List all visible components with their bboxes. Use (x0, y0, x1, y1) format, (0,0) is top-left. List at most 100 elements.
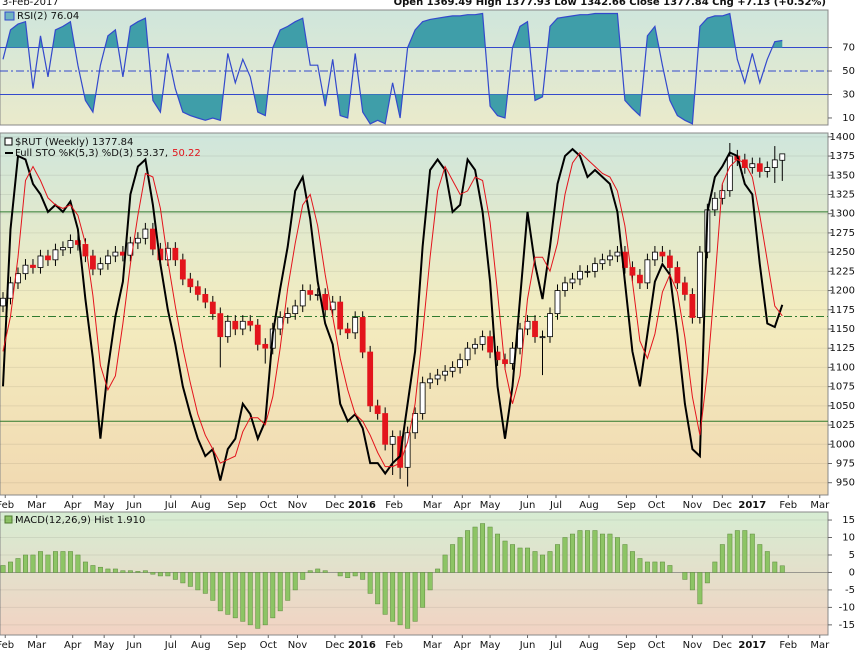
candle-body (67, 240, 74, 248)
hist-bar (345, 572, 351, 578)
sto-line (2, 147, 784, 481)
x-tick-label: Oct (648, 500, 665, 511)
sto-line (2, 151, 783, 468)
y-tick-label: 1150 (830, 324, 855, 335)
hist-bar (187, 572, 193, 587)
sto-label: Full STO %K(5,3) %D(3) 53.37, (15, 148, 168, 159)
x-tick-label: May (94, 500, 115, 511)
x-tick-label: Feb (0, 640, 14, 651)
y-tick-label: 1075 (830, 382, 855, 393)
hist-bar (442, 554, 448, 573)
hist-bar (397, 572, 403, 626)
candle-body (427, 378, 434, 384)
x-tick-label: Oct (648, 640, 665, 651)
x-tick-label: Feb (385, 640, 403, 651)
y-tick-label: 1275 (830, 228, 855, 239)
hist-bar (23, 554, 28, 573)
candle-body (22, 264, 29, 275)
x-tick-label: Jun (519, 500, 536, 511)
candle-body (352, 317, 359, 334)
hist-bar (225, 572, 231, 615)
candle-body (277, 317, 284, 330)
candle-body (502, 359, 508, 364)
y-tick-label: 1200 (830, 286, 855, 297)
candle-body (112, 251, 119, 257)
hist-bar (525, 547, 530, 573)
y-tick-label: -5 (845, 585, 855, 596)
candle-body (367, 351, 374, 407)
x-tick-label: Feb (779, 640, 797, 651)
y-tick-label: 975 (836, 458, 855, 469)
marks: 1030507095097510001025105010751100112511… (0, 12, 855, 651)
x-tick-label: Oct (260, 640, 277, 651)
x-tick-label: Sep (617, 500, 636, 511)
hist-bar (689, 572, 695, 591)
header-date: 3-Feb-2017 (2, 0, 59, 8)
hist-bar (712, 561, 718, 573)
y-tick-label: 70 (842, 43, 855, 54)
x-tick-label: Mar (423, 640, 443, 651)
y-tick-label: 1050 (830, 401, 855, 412)
hist-bar (300, 572, 306, 580)
sto-d-label: 50.22 (172, 148, 201, 159)
candle-body (539, 336, 546, 339)
candle-body (254, 324, 261, 345)
candle-body (0, 297, 6, 307)
hist-bar (667, 565, 673, 573)
x-tick-label: 2017 (738, 500, 766, 511)
candle-body (359, 317, 366, 353)
hist-bar (135, 571, 141, 573)
x-tick-label: May (94, 640, 115, 651)
hist-bar (270, 572, 276, 619)
hist-bar (592, 530, 598, 573)
candle-body (517, 328, 523, 349)
rsi-icon (4, 11, 15, 21)
y-tick-label: 0 (849, 567, 855, 578)
hist-bar (495, 533, 500, 573)
hist-bar (217, 572, 223, 612)
hist-bar (637, 558, 643, 573)
hist-bar (262, 572, 268, 626)
hist-bar (697, 572, 703, 605)
hist-bar (157, 572, 163, 577)
hist-bar (607, 533, 613, 573)
hist-bar (644, 561, 650, 573)
candle-body (659, 251, 666, 257)
candle-body (637, 274, 643, 284)
candle-body (614, 251, 621, 257)
hist-bar (0, 565, 6, 573)
candle-body (329, 301, 336, 311)
candle-body (577, 270, 583, 280)
x-tick-label: Nov (288, 500, 308, 511)
candle-body (412, 413, 419, 434)
candle-body (322, 294, 329, 311)
hist-bar (390, 572, 396, 622)
hist-bar (52, 551, 58, 573)
hist-bar (38, 551, 43, 573)
hist-bar (375, 572, 381, 605)
hist-bar (600, 533, 605, 573)
macd-title: MACD(12,26,9) Hist 1.910 (15, 515, 145, 526)
hist-bar (97, 566, 103, 573)
candle-body (584, 270, 591, 273)
candle-body (599, 259, 606, 265)
x-tick-label: Mar (810, 640, 830, 651)
y-tick-label: 15 (842, 515, 855, 526)
y-tick-label: 1025 (830, 420, 855, 431)
candle-body (607, 255, 613, 261)
candle-body (756, 163, 763, 172)
candle-body (464, 347, 471, 361)
y-tick-label: 50 (842, 66, 855, 77)
hist-bar (562, 537, 568, 573)
x-tick-label: 2017 (738, 640, 766, 651)
x-tick-label: Jul (164, 640, 177, 651)
hist-bar (742, 530, 748, 573)
y-tick-label: 10 (842, 113, 855, 124)
hist-bar (292, 572, 298, 591)
hist-bar (232, 572, 238, 619)
hist-bar (465, 530, 471, 573)
candle-body (37, 255, 44, 268)
hist-bar (555, 544, 560, 573)
candle-body (299, 290, 306, 307)
